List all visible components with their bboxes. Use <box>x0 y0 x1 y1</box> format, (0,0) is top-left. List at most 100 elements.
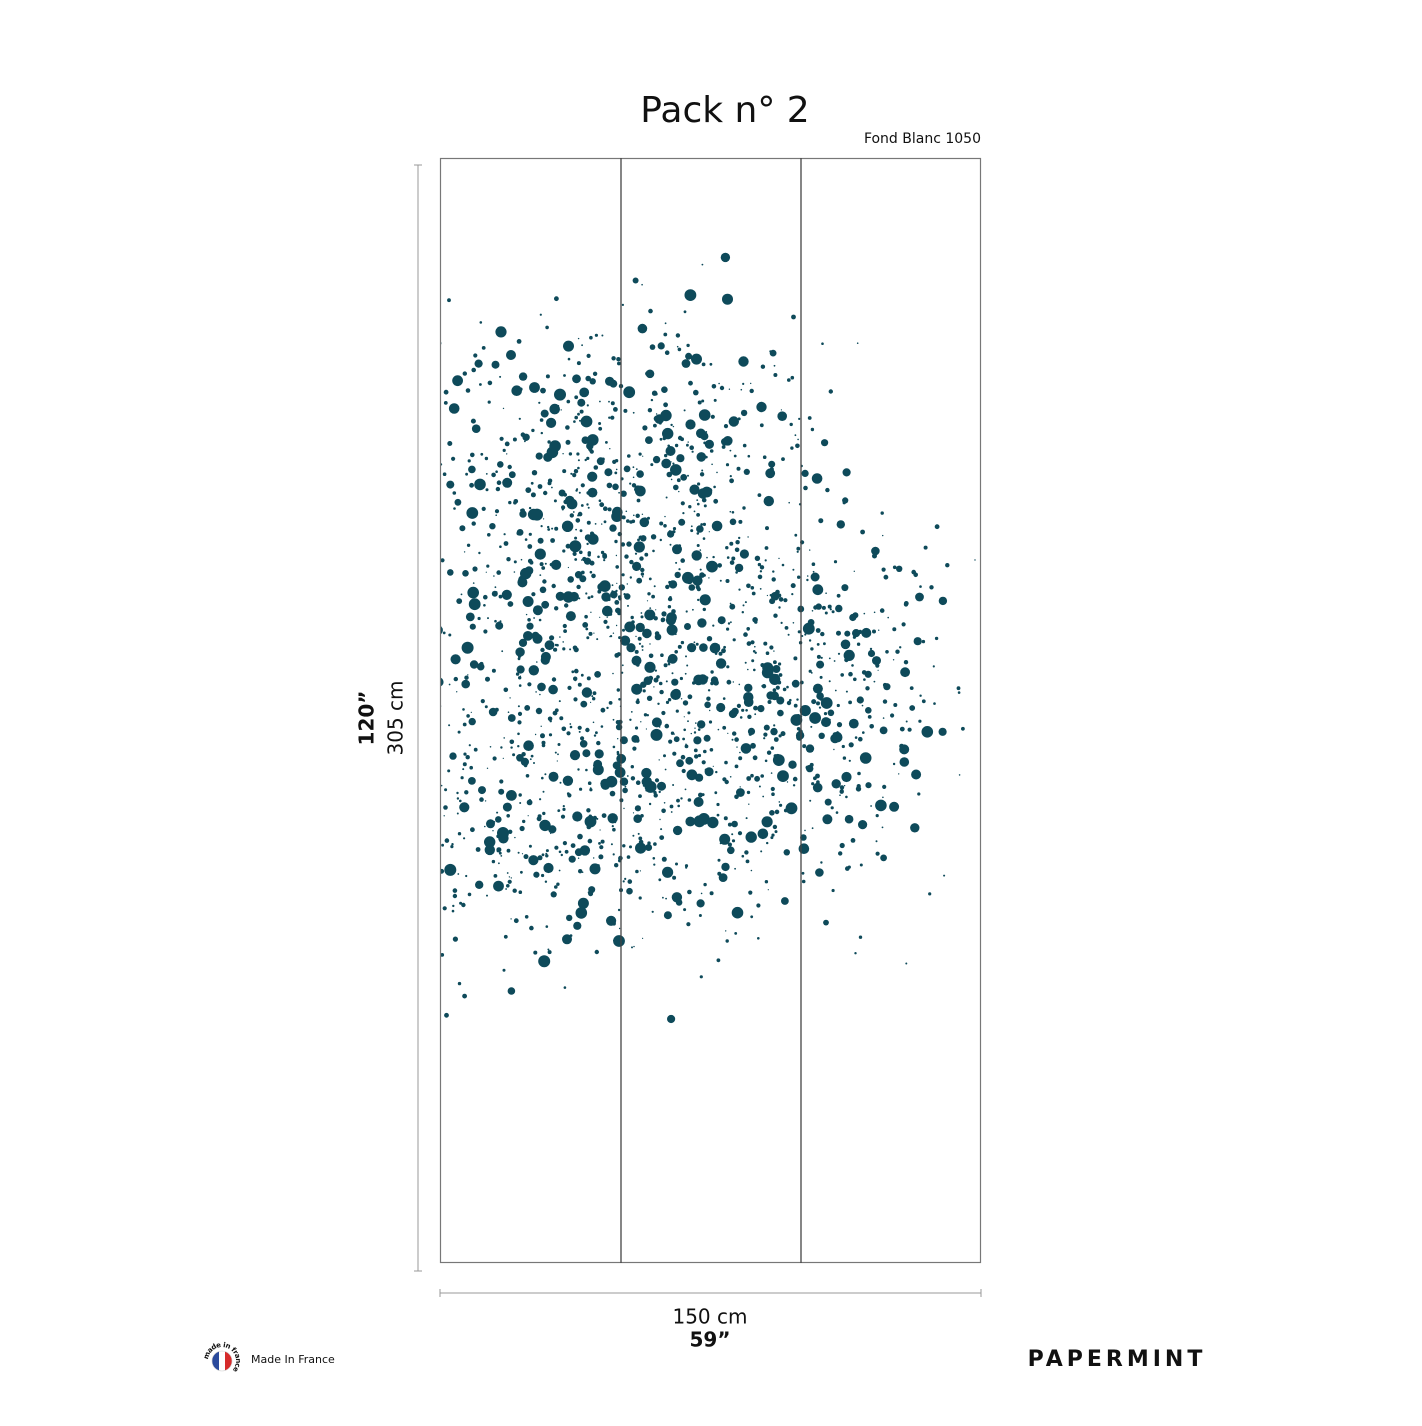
dot <box>638 452 642 456</box>
dot <box>447 298 451 303</box>
dot <box>629 559 634 565</box>
dot <box>492 756 497 761</box>
dot <box>443 401 448 405</box>
dot <box>468 744 471 747</box>
dot <box>781 563 785 567</box>
dot <box>574 679 577 682</box>
dot <box>508 829 513 834</box>
dot <box>728 388 731 390</box>
dot <box>698 914 702 917</box>
dot <box>661 710 666 716</box>
dot <box>639 870 642 872</box>
dot <box>747 668 749 671</box>
dot <box>380 650 382 652</box>
dot <box>492 830 494 832</box>
dot <box>649 344 656 350</box>
dot <box>491 472 496 478</box>
dot <box>427 601 431 605</box>
dot <box>660 618 665 623</box>
dot <box>719 579 722 582</box>
dot <box>789 422 793 427</box>
dot <box>268 432 277 441</box>
dot <box>626 583 628 585</box>
dot <box>921 699 926 704</box>
dot <box>696 513 700 517</box>
dot <box>661 611 667 617</box>
width-cm: 150 cm <box>672 1305 747 1329</box>
dot <box>539 574 542 576</box>
dot <box>711 463 713 466</box>
dot <box>510 877 512 879</box>
dot <box>339 711 342 714</box>
dot <box>734 737 739 742</box>
dot <box>688 505 692 509</box>
dot <box>685 756 694 765</box>
dot <box>790 583 796 589</box>
dot <box>547 716 553 722</box>
dot <box>696 544 700 547</box>
dot <box>434 850 438 854</box>
dot <box>451 843 454 846</box>
dot <box>513 918 519 924</box>
dot <box>667 605 672 609</box>
dot <box>462 722 467 727</box>
dot <box>716 644 720 648</box>
dot <box>607 507 612 512</box>
dot <box>610 590 618 599</box>
dot <box>882 796 884 799</box>
dot <box>517 745 520 748</box>
dot <box>618 491 620 494</box>
dot <box>748 732 752 736</box>
dot <box>577 337 580 340</box>
dot <box>701 469 704 472</box>
dot <box>459 802 470 813</box>
dot <box>853 570 855 572</box>
dot <box>519 825 525 832</box>
dot <box>595 731 598 735</box>
dot <box>442 631 446 635</box>
dot <box>734 547 740 553</box>
dot <box>679 676 684 681</box>
dot <box>661 808 666 814</box>
dot <box>867 649 876 658</box>
dot <box>664 768 667 771</box>
dot <box>580 504 584 507</box>
dot <box>710 414 715 419</box>
dot <box>745 817 748 820</box>
dot <box>746 583 751 589</box>
dot <box>693 389 699 396</box>
dot <box>704 767 714 777</box>
dot <box>357 399 361 403</box>
dot <box>653 423 657 428</box>
dot <box>821 342 824 346</box>
dot <box>549 720 552 723</box>
dot <box>824 611 828 615</box>
dot <box>485 676 490 682</box>
dot <box>880 511 884 515</box>
dot <box>694 775 698 778</box>
dot <box>783 851 786 854</box>
dot <box>428 401 429 402</box>
dot <box>729 602 732 605</box>
dot <box>615 720 621 725</box>
dot <box>756 401 767 413</box>
dot <box>740 388 743 391</box>
dot <box>621 637 624 640</box>
dot <box>677 644 682 649</box>
dot <box>594 949 599 955</box>
dot <box>621 515 626 520</box>
dot <box>374 668 379 673</box>
dot <box>437 658 440 661</box>
dot <box>562 647 566 651</box>
dot <box>502 407 505 410</box>
dot <box>579 419 581 422</box>
dot <box>693 736 702 745</box>
dot <box>836 520 845 529</box>
dot <box>517 657 521 661</box>
dot <box>591 695 594 698</box>
dot <box>837 652 841 655</box>
dot <box>862 731 865 734</box>
dot <box>857 699 860 702</box>
dot <box>547 948 550 951</box>
dot <box>426 831 437 842</box>
